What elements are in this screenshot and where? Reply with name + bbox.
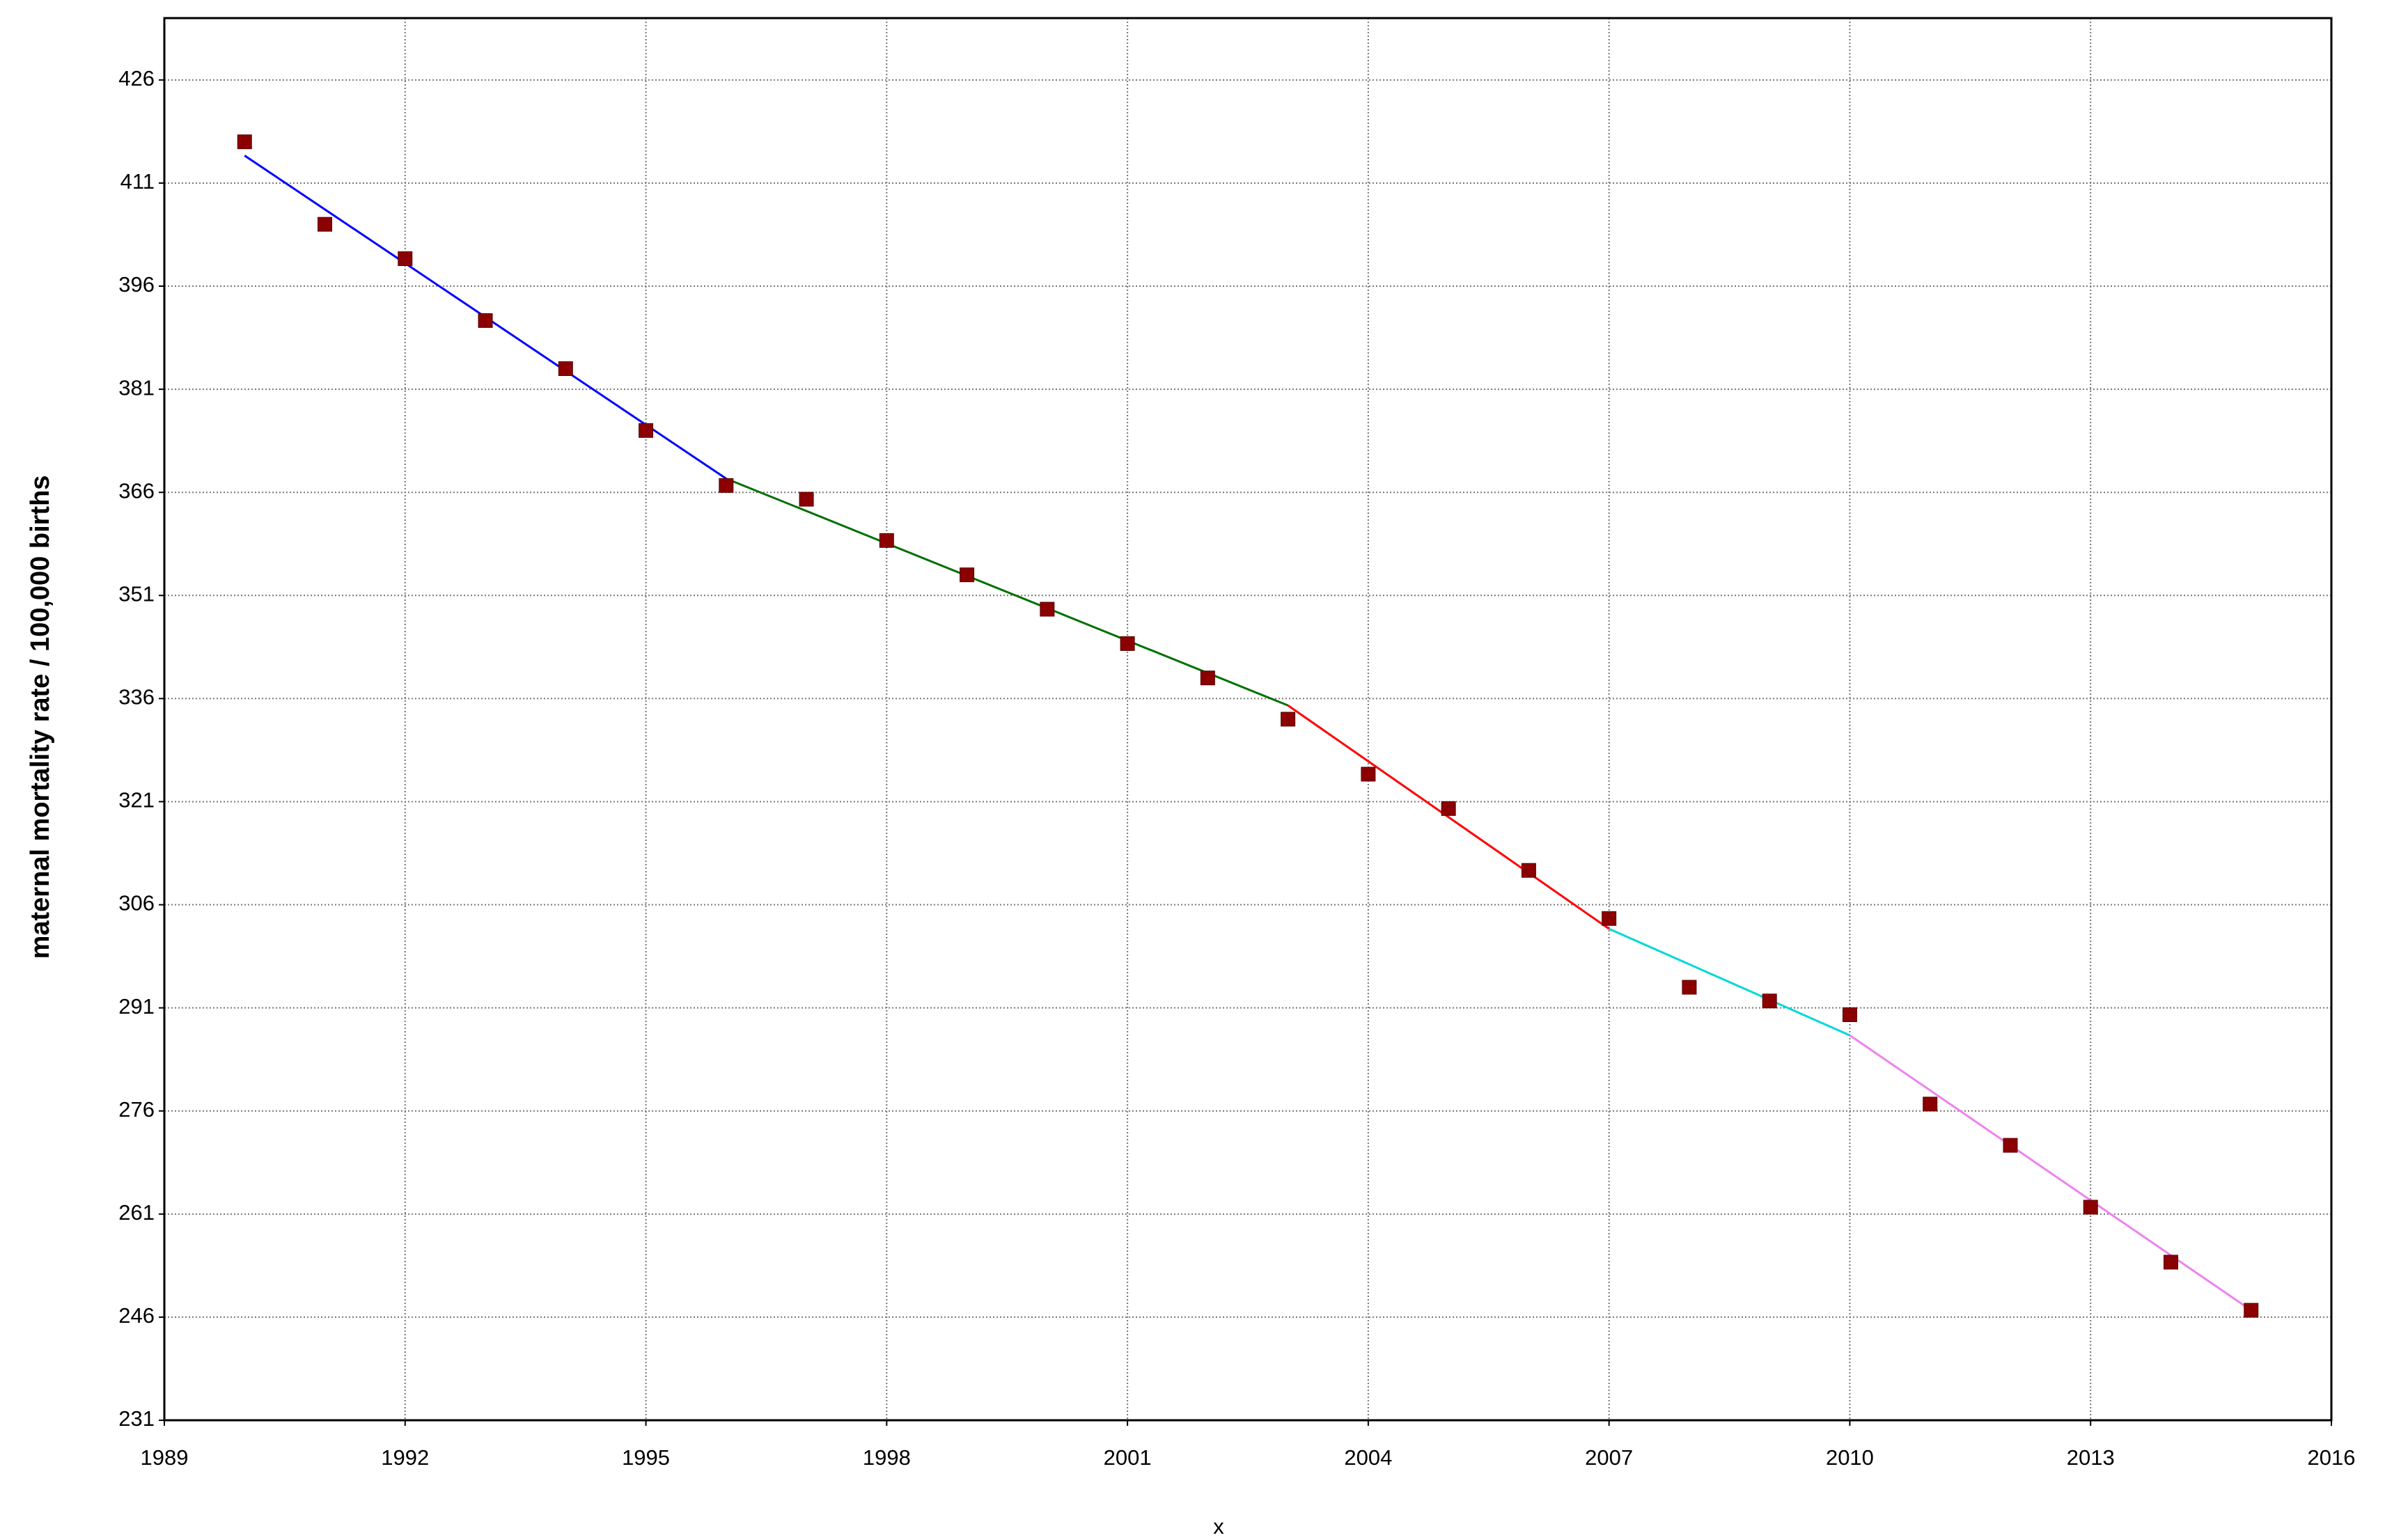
x-tick-label: 2013 (2067, 1445, 2115, 1470)
data-point (2003, 1138, 2018, 1153)
data-point (639, 423, 654, 438)
y-tick-label: 321 (118, 788, 155, 812)
y-tick-label: 246 (118, 1303, 155, 1328)
x-axis-label: x (1213, 1514, 1224, 1539)
data-point (558, 361, 573, 376)
fit-line (1287, 705, 1610, 930)
data-point (1923, 1097, 1938, 1112)
data-point (799, 492, 814, 507)
data-point (318, 217, 333, 232)
y-tick-label: 261 (118, 1200, 155, 1225)
x-tick-label: 1995 (622, 1445, 670, 1470)
data-point (398, 251, 413, 267)
y-tick-label: 396 (118, 272, 155, 297)
data-point (2163, 1255, 2178, 1270)
data-point (1040, 602, 1055, 617)
x-tick-label: 2010 (1826, 1445, 1874, 1470)
data-point (1120, 636, 1135, 651)
data-point (719, 478, 734, 493)
y-tick-label: 381 (118, 375, 155, 400)
data-point (2244, 1303, 2259, 1318)
y-tick-label: 426 (118, 66, 155, 91)
plot-frame (163, 17, 2333, 1422)
data-point (960, 567, 975, 583)
fit-line (1849, 1034, 2252, 1312)
data-point (1361, 767, 1376, 782)
y-tick-label: 351 (118, 581, 155, 606)
y-tick-label: 291 (118, 994, 155, 1019)
y-axis-label: maternal mortality rate / 100,000 births (26, 476, 55, 959)
x-tick-label: 1992 (381, 1445, 429, 1470)
data-point (1200, 670, 1215, 686)
x-tick-label: 2001 (1104, 1445, 1152, 1470)
data-point (1521, 863, 1536, 878)
data-point (1602, 911, 1617, 926)
x-tick-label: 1989 (141, 1445, 189, 1470)
x-tick-label: 1998 (863, 1445, 911, 1470)
data-point (1682, 980, 1697, 995)
x-tick-label: 2007 (1585, 1445, 1633, 1470)
fit-line (1609, 927, 1851, 1037)
data-point (1762, 993, 1777, 1009)
y-tick-label: 276 (118, 1097, 155, 1122)
data-point (879, 533, 894, 548)
fit-line (726, 478, 1289, 707)
y-tick-label: 306 (118, 891, 155, 916)
x-tick-label: 2016 (2308, 1445, 2356, 1470)
data-point (1281, 712, 1296, 727)
data-point (478, 313, 493, 328)
y-tick-label: 231 (118, 1406, 155, 1431)
y-tick-label: 366 (118, 478, 155, 503)
y-tick-label: 411 (120, 169, 155, 194)
data-point (2083, 1200, 2098, 1215)
data-point (1842, 1007, 1857, 1023)
data-point (237, 134, 252, 150)
x-tick-label: 2004 (1344, 1445, 1392, 1470)
data-point (1441, 801, 1456, 816)
y-tick-label: 336 (118, 685, 155, 709)
